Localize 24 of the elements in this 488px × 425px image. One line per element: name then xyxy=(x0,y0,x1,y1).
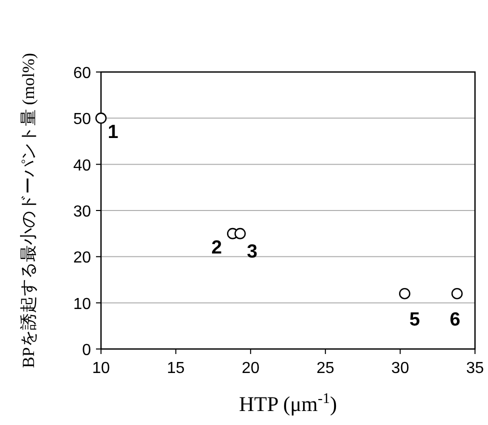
y-tick-label: 40 xyxy=(73,157,92,174)
x-tick-label: 10 xyxy=(92,360,110,377)
x-tick-label: 20 xyxy=(242,360,260,377)
x-tick-label: 35 xyxy=(466,360,484,377)
y-tick-label: 10 xyxy=(73,296,92,313)
y-tick-label: 50 xyxy=(73,111,92,128)
annotation: 2 xyxy=(211,238,222,259)
annotation: 6 xyxy=(450,310,460,331)
x-tick-label: 30 xyxy=(391,360,410,377)
annotation: 1 xyxy=(108,122,119,144)
point xyxy=(234,228,246,240)
point xyxy=(95,112,107,124)
y-tick-label: 60 xyxy=(73,65,92,82)
point xyxy=(451,288,463,300)
y-tick-label: 20 xyxy=(73,250,92,267)
annotation: 3 xyxy=(246,242,258,263)
y-tick-label: 30 xyxy=(73,204,92,220)
x-tick-label: 25 xyxy=(316,360,334,377)
point xyxy=(399,288,410,300)
annotation: 5 xyxy=(409,310,420,331)
x-tick-label: 15 xyxy=(166,360,185,377)
y-axis-title: BPを誘起する最小のドーパント量 (mol%) xyxy=(19,53,38,368)
x-axis-title: HTP (μm$^{-1}$) xyxy=(239,391,337,416)
y-tick-label: 0 xyxy=(82,342,92,359)
